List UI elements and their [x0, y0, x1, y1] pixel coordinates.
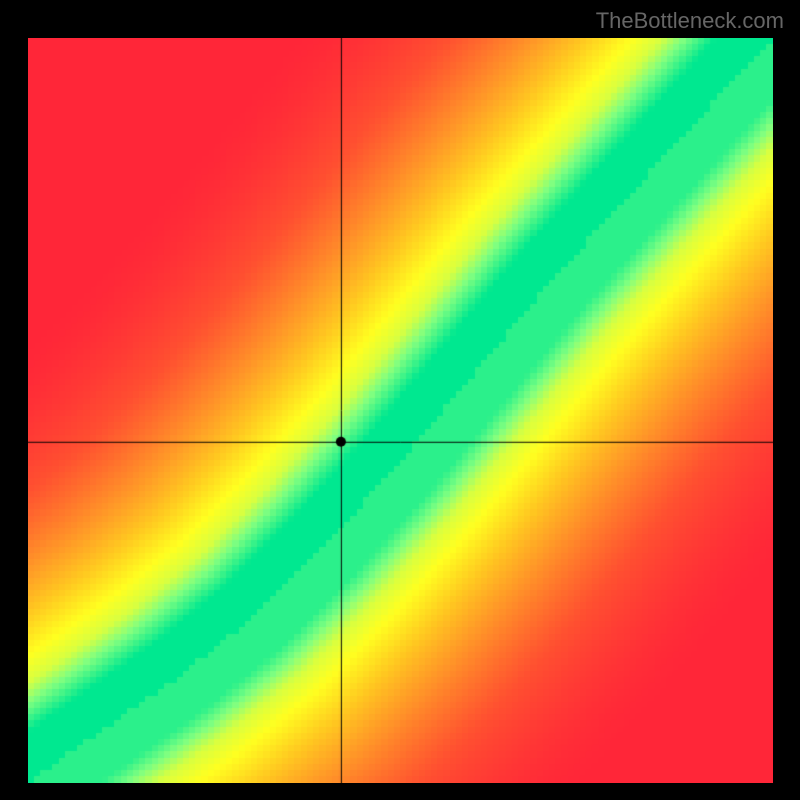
bottleneck-heatmap	[28, 38, 773, 783]
heatmap-canvas	[28, 38, 773, 783]
watermark-text: TheBottleneck.com	[596, 8, 784, 34]
